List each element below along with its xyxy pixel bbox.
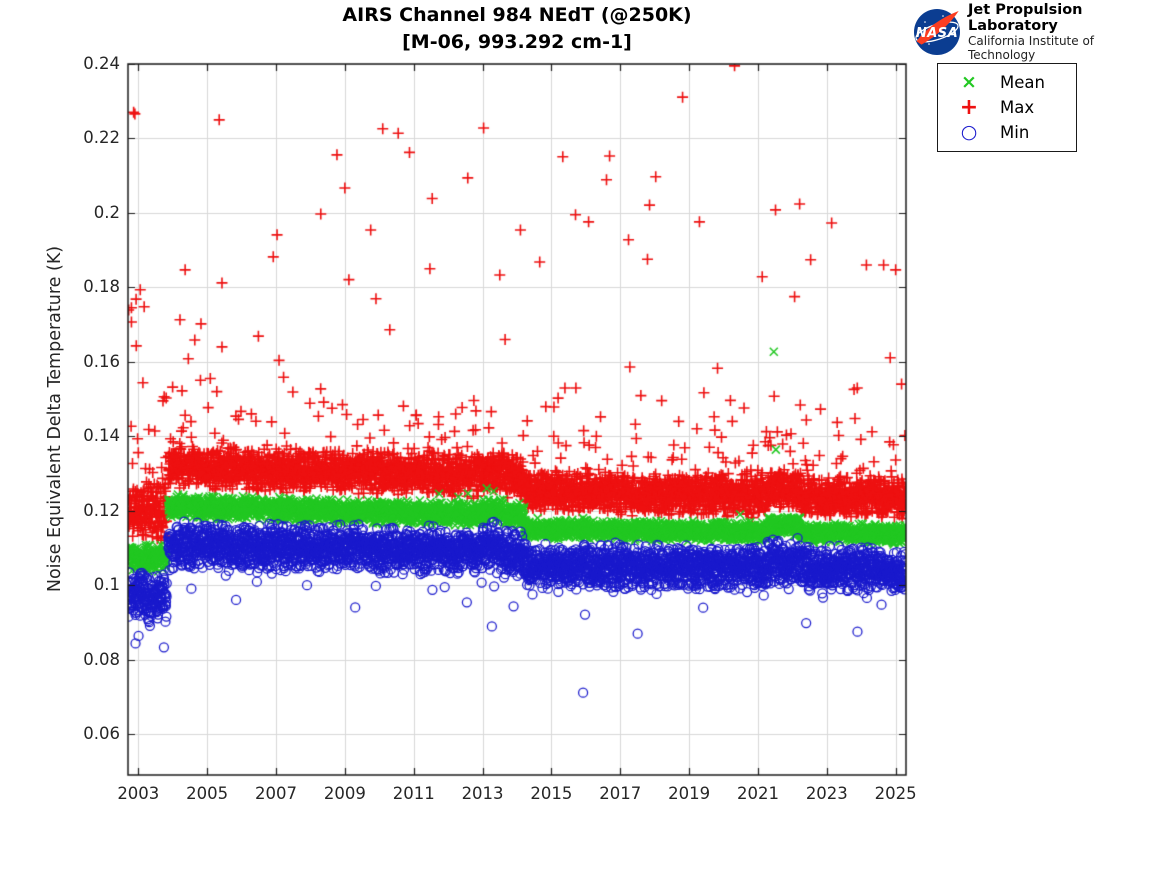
nasa-meatball-icon: NASA [914,9,960,55]
x-tick-label: 2017 [599,784,642,803]
y-tick-label: 0.16 [83,351,120,371]
legend-label-min: Min [1000,123,1030,142]
y-tick-label: 0.2 [93,202,120,222]
legend: × Mean + Max ○ Min [937,63,1077,152]
x-tick-label: 2003 [117,784,160,803]
x-tick-label: 2007 [255,784,298,803]
nasa-logo-text: NASA [916,26,958,41]
min-marker-icon: ○ [960,121,978,143]
legend-label-mean: Mean [1000,73,1045,92]
x-tick-label: 2021 [736,784,779,803]
x-tick-label: 2023 [805,784,848,803]
y-tick-label: 0.08 [83,649,120,669]
legend-item-min: ○ Min [938,120,1076,145]
x-tick-label: 2013 [461,784,504,803]
mean-marker-icon: × [961,71,977,93]
jpl-logo: NASA Jet Propulsion Laboratory Californi… [912,2,1162,61]
x-tick-label: 2005 [186,784,229,803]
y-tick-label: 0.1 [93,575,120,595]
legend-item-mean: × Mean [938,70,1076,95]
y-tick-label: 0.14 [83,426,120,446]
y-tick-label: 0.06 [83,724,120,744]
y-tick-label: 0.12 [83,500,120,520]
x-tick-label: 2011 [392,784,435,803]
chart-subtitle: [M-06, 993.292 cm-1] [402,31,632,53]
x-tick-label: 2015 [530,784,573,803]
y-tick-label: 0.24 [83,54,120,73]
legend-item-max: + Max [938,95,1076,120]
max-marker-icon: + [959,95,979,120]
y-tick-label: 0.22 [83,128,120,148]
x-tick-label: 2025 [874,784,917,803]
y-axis-label: Noise Equivalent Delta Temperature (K) [45,245,65,593]
x-tick-label: 2009 [323,784,366,803]
y-tick-label: 0.18 [83,277,120,297]
jpl-name: Jet Propulsion Laboratory [968,1,1083,35]
chart-title: AIRS Channel 984 NEdT (@250K) [342,4,692,26]
jpl-institution: California Institute of Technology [968,33,1095,62]
x-tick-label: 2019 [668,784,711,803]
legend-label-max: Max [1000,98,1035,117]
